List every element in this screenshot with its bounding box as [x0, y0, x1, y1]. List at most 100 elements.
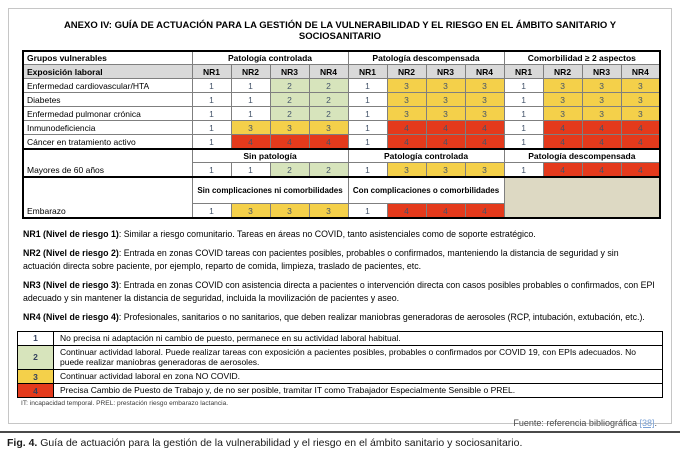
legend-text: Precisa Cambio de Puesto de Trabajo y, d…	[53, 383, 663, 399]
definition-nr4: NR4 (Nivel de riesgo 4): Profesionales, …	[23, 311, 657, 323]
risk-cell: 1	[347, 106, 388, 122]
risk-cell: 3	[620, 78, 661, 94]
legend-text: Continuar actividad laboral en zona NO C…	[53, 369, 663, 385]
risk-cell: 1	[503, 134, 544, 150]
risk-cell: 3	[620, 92, 661, 108]
nr-header: NR4	[620, 64, 661, 80]
block-subheader-row: Mayores de 60 años Sin patología Patología…	[22, 147, 661, 178]
risk-cell: 1	[191, 203, 232, 219]
risk-cell: 4	[425, 120, 466, 136]
risk-cell: 4	[464, 120, 505, 136]
risk-cell: 4	[581, 120, 622, 136]
risk-cell: 4	[620, 120, 661, 136]
risk-cell: 2	[269, 162, 310, 178]
vulnerability-risk-table: Grupos vulnerables Patología controlada Pa…	[22, 49, 662, 219]
vulnerability-risk-table-body: Grupos vulnerables Patología controlada Pa…	[22, 50, 661, 219]
reference-link[interactable]: [38]	[639, 418, 655, 429]
risk-cell: 1	[191, 92, 232, 108]
nr-header: NR2	[542, 64, 583, 80]
sub-header: Sin complicaciones ni comorbilidades	[191, 175, 349, 205]
nr-header: NR3	[269, 64, 310, 80]
nr-header: NR3	[581, 64, 622, 80]
risk-cell: 1	[230, 92, 271, 108]
risk-cell: 4	[542, 120, 583, 136]
row-label: Enfermedad cardiovascular/HTA	[22, 78, 193, 94]
sub-header: Patología controlada	[347, 147, 505, 164]
risk-cell: 3	[386, 162, 427, 178]
risk-cell: 4	[425, 134, 466, 150]
risk-cell: 1	[191, 162, 232, 178]
legend-row: 3 Continuar actividad laboral en zona NO …	[17, 369, 663, 385]
risk-cell: 3	[425, 92, 466, 108]
risk-cell: 3	[542, 78, 583, 94]
nr-header: NR3	[425, 64, 466, 80]
risk-cell: 4	[620, 162, 661, 178]
blank-cell	[503, 175, 661, 219]
risk-cell: 4	[620, 134, 661, 150]
source-line: Fuente: referencia bibliográfica [38].	[9, 418, 657, 428]
risk-cell: 1	[230, 78, 271, 94]
risk-cell: 3	[386, 92, 427, 108]
definition-nr2: NR2 (Nivel de riesgo 2): Entrada en zona…	[23, 247, 657, 272]
risk-cell: 1	[347, 120, 388, 136]
risk-cell: 3	[542, 92, 583, 108]
risk-cell: 3	[230, 203, 271, 219]
risk-cell: 1	[191, 120, 232, 136]
group-header: Comorbilidad ≥ 2 aspectos	[503, 50, 661, 66]
risk-cell: 2	[308, 78, 349, 94]
risk-cell: 1	[347, 92, 388, 108]
definition-nr4-text: : Profesionales, sanitarios o no sanitar…	[118, 312, 645, 323]
risk-level-legend-table: 1 No precisa ni adaptación ni cambio de p…	[17, 330, 663, 399]
legend-value: 4	[17, 383, 54, 399]
header-row-exposure: Exposición laboral NR1 NR2 NR3 NR4 NR1 NR2 NR3 N…	[22, 64, 661, 80]
risk-cell: 4	[308, 134, 349, 150]
risk-cell: 3	[308, 203, 349, 219]
risk-cell: 3	[464, 92, 505, 108]
risk-cell: 4	[581, 134, 622, 150]
risk-cell: 2	[269, 106, 310, 122]
risk-cell: 3	[464, 162, 505, 178]
source-prefix: Fuente: referencia bibliográfica	[513, 418, 640, 429]
risk-cell: 3	[425, 106, 466, 122]
definition-nr1: NR1 (Nivel de riesgo 1): Similar a riesg…	[23, 228, 657, 240]
sub-header: Patología descompensada	[503, 147, 661, 164]
risk-cell: 3	[230, 120, 271, 136]
risk-cell: 3	[269, 120, 310, 136]
risk-cell: 1	[347, 134, 388, 150]
block-label: Mayores de 60 años	[22, 147, 193, 178]
annex-title: ANEXO IV: GUÍA DE ACTUACIÓN PARA LA GEST…	[63, 20, 617, 43]
risk-cell: 2	[308, 106, 349, 122]
risk-cell: 3	[386, 78, 427, 94]
legend-text: Continuar actividad laboral. Puede reali…	[53, 344, 663, 371]
risk-cell: 1	[347, 78, 388, 94]
definition-nr3-term: NR3 (Nivel de riesgo 3)	[23, 280, 119, 291]
risk-cell: 3	[581, 92, 622, 108]
header-row-groups: Grupos vulnerables Patología controlada Pa…	[22, 50, 661, 66]
sub-header: Sin patología	[191, 147, 349, 164]
block-label: Embarazo	[22, 175, 193, 219]
nr-header: NR2	[230, 64, 271, 80]
risk-cell: 1	[503, 78, 544, 94]
definition-nr2-text: : Entrada en zonas COVID tareas con paci…	[23, 248, 619, 271]
row-label: Enfermedad pulmonar crónica	[22, 106, 193, 122]
figure-caption-label: Fig. 4.	[7, 437, 38, 449]
source-suffix: .	[654, 418, 657, 429]
risk-cell: 1	[230, 106, 271, 122]
risk-cell: 3	[425, 78, 466, 94]
risk-cell: 2	[308, 162, 349, 178]
abbreviations-footnote: IT: incapacidad temporal. PREL: prestaci…	[21, 400, 229, 408]
risk-cell: 3	[269, 203, 310, 219]
risk-cell: 3	[581, 78, 622, 94]
legend-value: 3	[17, 369, 54, 385]
legend-row: 1 No precisa ni adaptación ni cambio de p…	[17, 330, 663, 346]
legend-value: 1	[17, 330, 54, 346]
risk-cell: 3	[620, 106, 661, 122]
risk-cell: 3	[425, 162, 466, 178]
risk-cell: 4	[464, 134, 505, 150]
nr-header: NR4	[464, 64, 505, 80]
risk-cell: 4	[269, 134, 310, 150]
risk-cell: 1	[347, 203, 388, 219]
table-row: Cáncer en tratamiento activo 1 4 4 4 1 4 4 4 1 4 4 4	[22, 134, 661, 150]
risk-cell: 1	[503, 106, 544, 122]
